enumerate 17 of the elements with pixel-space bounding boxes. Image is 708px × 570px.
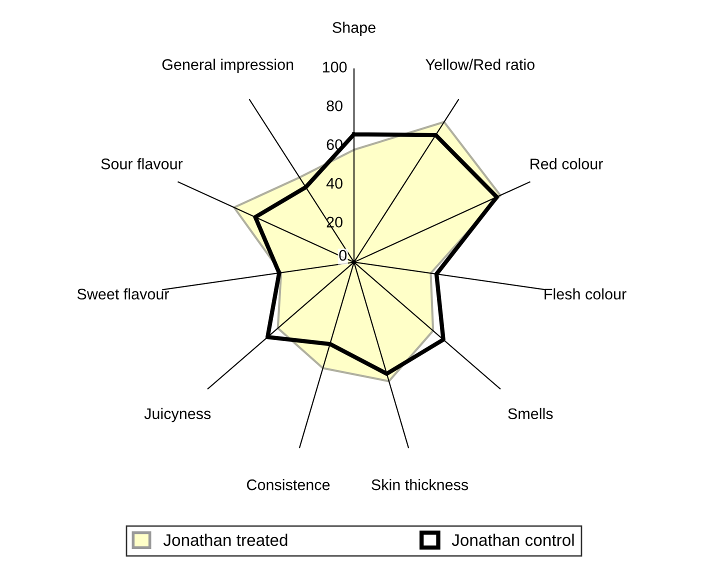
spoke-label: Red colour	[530, 158, 603, 170]
spoke-label: Flesh colour	[544, 288, 626, 300]
spoke-label: Consistence	[246, 479, 330, 490]
spoke-label: Sweet flavour	[77, 288, 170, 300]
y-tick-label: 100	[322, 62, 347, 72]
spoke-label: Sour flavour	[101, 158, 183, 170]
legend-label: Jonathan treated	[163, 534, 288, 546]
spoke-label: Smells	[508, 408, 553, 420]
spoke-label: Shape	[332, 22, 376, 36]
spoke-label: General impression	[162, 58, 294, 73]
spoke-label: Skin thickness	[372, 479, 468, 490]
spoke-label: Juicyness	[144, 408, 211, 422]
spoke-label: Yellow/Red ratio	[426, 58, 534, 70]
y-tick-label: 0	[339, 250, 347, 261]
y-tick-label: 80	[326, 100, 342, 112]
y-tick-label: 40	[326, 178, 342, 189]
legend-label: Jonathan control	[452, 534, 574, 546]
